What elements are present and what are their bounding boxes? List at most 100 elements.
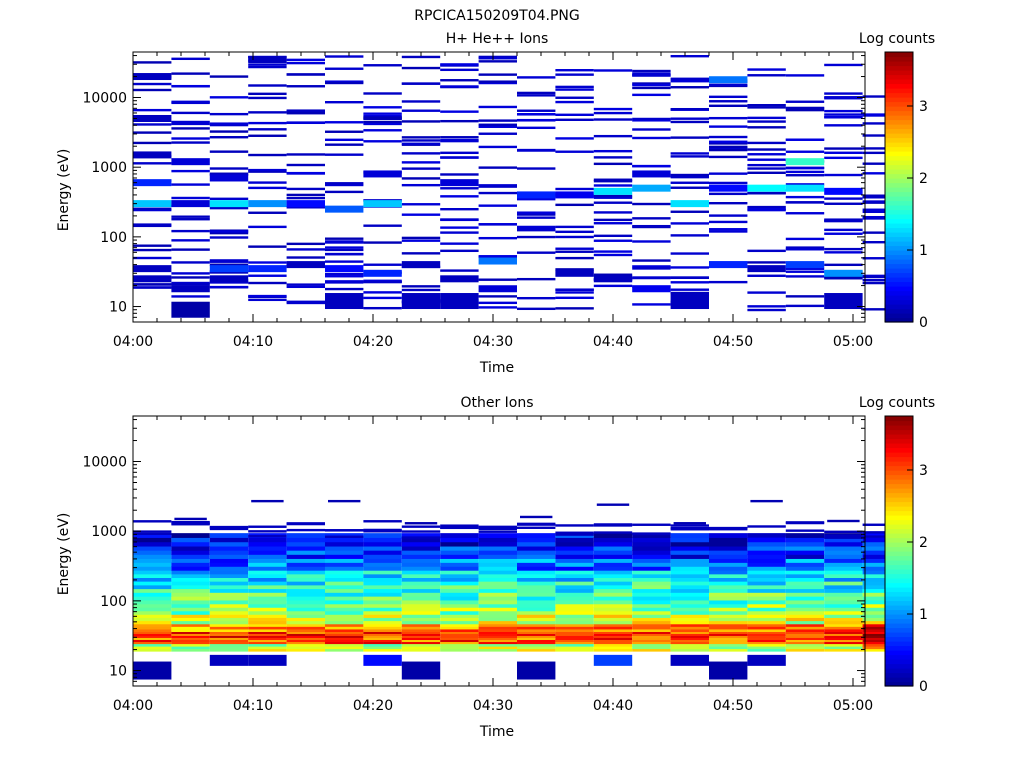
- heatmap-cell: [517, 550, 556, 555]
- heatmap-cell: [670, 54, 709, 58]
- heatmap-cell: [171, 215, 210, 218]
- heatmap-cell: [785, 270, 825, 273]
- heatmap-cell: [785, 184, 825, 192]
- heatmap-cell: [248, 599, 287, 605]
- heatmap-cell: [747, 588, 786, 593]
- heatmap-cell: [593, 566, 633, 571]
- heatmap-cell: [174, 517, 207, 521]
- heatmap-cell: [670, 181, 709, 184]
- heatmap-cell: [824, 617, 863, 622]
- colorbar-swatch: [885, 155, 913, 161]
- heatmap-cell: [209, 639, 249, 643]
- heatmap-cell: [401, 620, 441, 625]
- heatmap-cell: [517, 617, 556, 622]
- heatmap-cell: [632, 537, 671, 543]
- heatmap-cell: [133, 570, 172, 575]
- heatmap-cell: [440, 566, 479, 571]
- heatmap-cell: [670, 234, 709, 237]
- heatmap-cell: [209, 174, 249, 182]
- colorbar-swatch: [885, 173, 913, 179]
- heatmap-cell: [824, 610, 863, 615]
- heatmap-cell: [824, 550, 863, 555]
- heatmap-cell: [785, 246, 825, 249]
- heatmap-cell: [670, 533, 709, 538]
- heatmap-plot-area: 04:00 04:10 04:20 04:30 04:40 04:50 05:0010100…: [82, 415, 928, 714]
- heatmap-cell: [517, 211, 556, 214]
- heatmap-cell: [133, 550, 172, 555]
- heatmap-cell: [440, 179, 479, 187]
- heatmap-cell: [785, 566, 825, 571]
- heatmap-cell: [325, 646, 364, 650]
- heatmap-cell: [555, 623, 594, 627]
- heatmap-cell: [171, 592, 210, 597]
- heatmap-cell: [133, 275, 172, 283]
- heatmap-cell: [517, 225, 556, 229]
- heatmap-cell: [747, 265, 786, 273]
- heatmap-cell: [709, 581, 748, 586]
- heatmap-cell: [248, 626, 287, 630]
- heatmap-cell: [824, 603, 863, 608]
- heatmap-cell: [747, 581, 786, 586]
- heatmap-cell: [747, 126, 786, 129]
- heatmap-cell: [670, 107, 709, 111]
- heatmap-cell: [747, 106, 786, 109]
- heatmap-cell: [171, 588, 210, 593]
- heatmap-cell: [593, 573, 633, 579]
- colorbar-swatch: [885, 205, 913, 211]
- heatmap-cell: [401, 628, 441, 633]
- heatmap-cell: [862, 617, 901, 622]
- heatmap-cell: [709, 633, 748, 636]
- heatmap-cell: [862, 573, 901, 579]
- heatmap-cell: [785, 170, 825, 174]
- heatmap-cell: [747, 617, 786, 622]
- heatmap-cell: [440, 110, 479, 113]
- heatmap-cell: [286, 285, 325, 289]
- heatmap-cell: [593, 617, 633, 622]
- heatmap-cell: [209, 236, 249, 239]
- heatmap-cell: [632, 119, 671, 122]
- heatmap-cell: [517, 251, 556, 254]
- heatmap-cell: [593, 524, 633, 527]
- heatmap-cell: [824, 646, 863, 650]
- colorbar-swatch: [885, 519, 913, 525]
- heatmap-cell: [478, 617, 517, 622]
- heatmap-cell: [325, 631, 364, 634]
- heatmap-cell: [286, 533, 325, 538]
- heatmap-cell: [593, 250, 633, 253]
- heatmap-cell: [209, 123, 249, 127]
- heatmap-cell: [747, 546, 786, 551]
- heatmap-cell: [248, 628, 287, 633]
- heatmap-cell: [862, 147, 901, 150]
- heatmap-cell: [862, 643, 901, 647]
- colorbar-swatch: [885, 83, 913, 89]
- heatmap-cell: [632, 617, 671, 622]
- heatmap-cell: [325, 588, 364, 593]
- heatmap-cell: [478, 614, 517, 618]
- heatmap-cell: [593, 533, 633, 538]
- heatmap-cell: [171, 584, 210, 590]
- heatmap-cell: [824, 623, 863, 627]
- y-tick-label: 10000: [82, 91, 127, 107]
- heatmap-cell: [286, 646, 325, 650]
- colorbar-swatch: [885, 501, 913, 507]
- colorbar-swatch: [885, 182, 913, 188]
- heatmap-cell: [785, 631, 825, 634]
- heatmap-cell: [363, 646, 402, 650]
- heatmap-cell: [747, 599, 786, 605]
- heatmap-cell: [325, 626, 364, 630]
- heatmap-cell: [133, 151, 172, 159]
- colorbar-swatch: [885, 142, 913, 148]
- heatmap-cell: [209, 637, 249, 640]
- colorbar-tick-label: 2: [919, 171, 928, 187]
- heatmap-cell: [133, 82, 172, 86]
- heatmap-cell: [133, 628, 172, 633]
- heatmap-cell: [632, 184, 671, 192]
- heatmap-cell: [517, 228, 556, 232]
- heatmap-cell: [363, 648, 402, 652]
- heatmap-cell: [133, 286, 172, 289]
- heatmap-cell: [517, 610, 556, 615]
- heatmap-cell: [555, 533, 594, 536]
- heatmap-cell: [593, 639, 633, 643]
- colorbar-swatch: [885, 223, 913, 229]
- colorbar-swatch: [885, 110, 913, 116]
